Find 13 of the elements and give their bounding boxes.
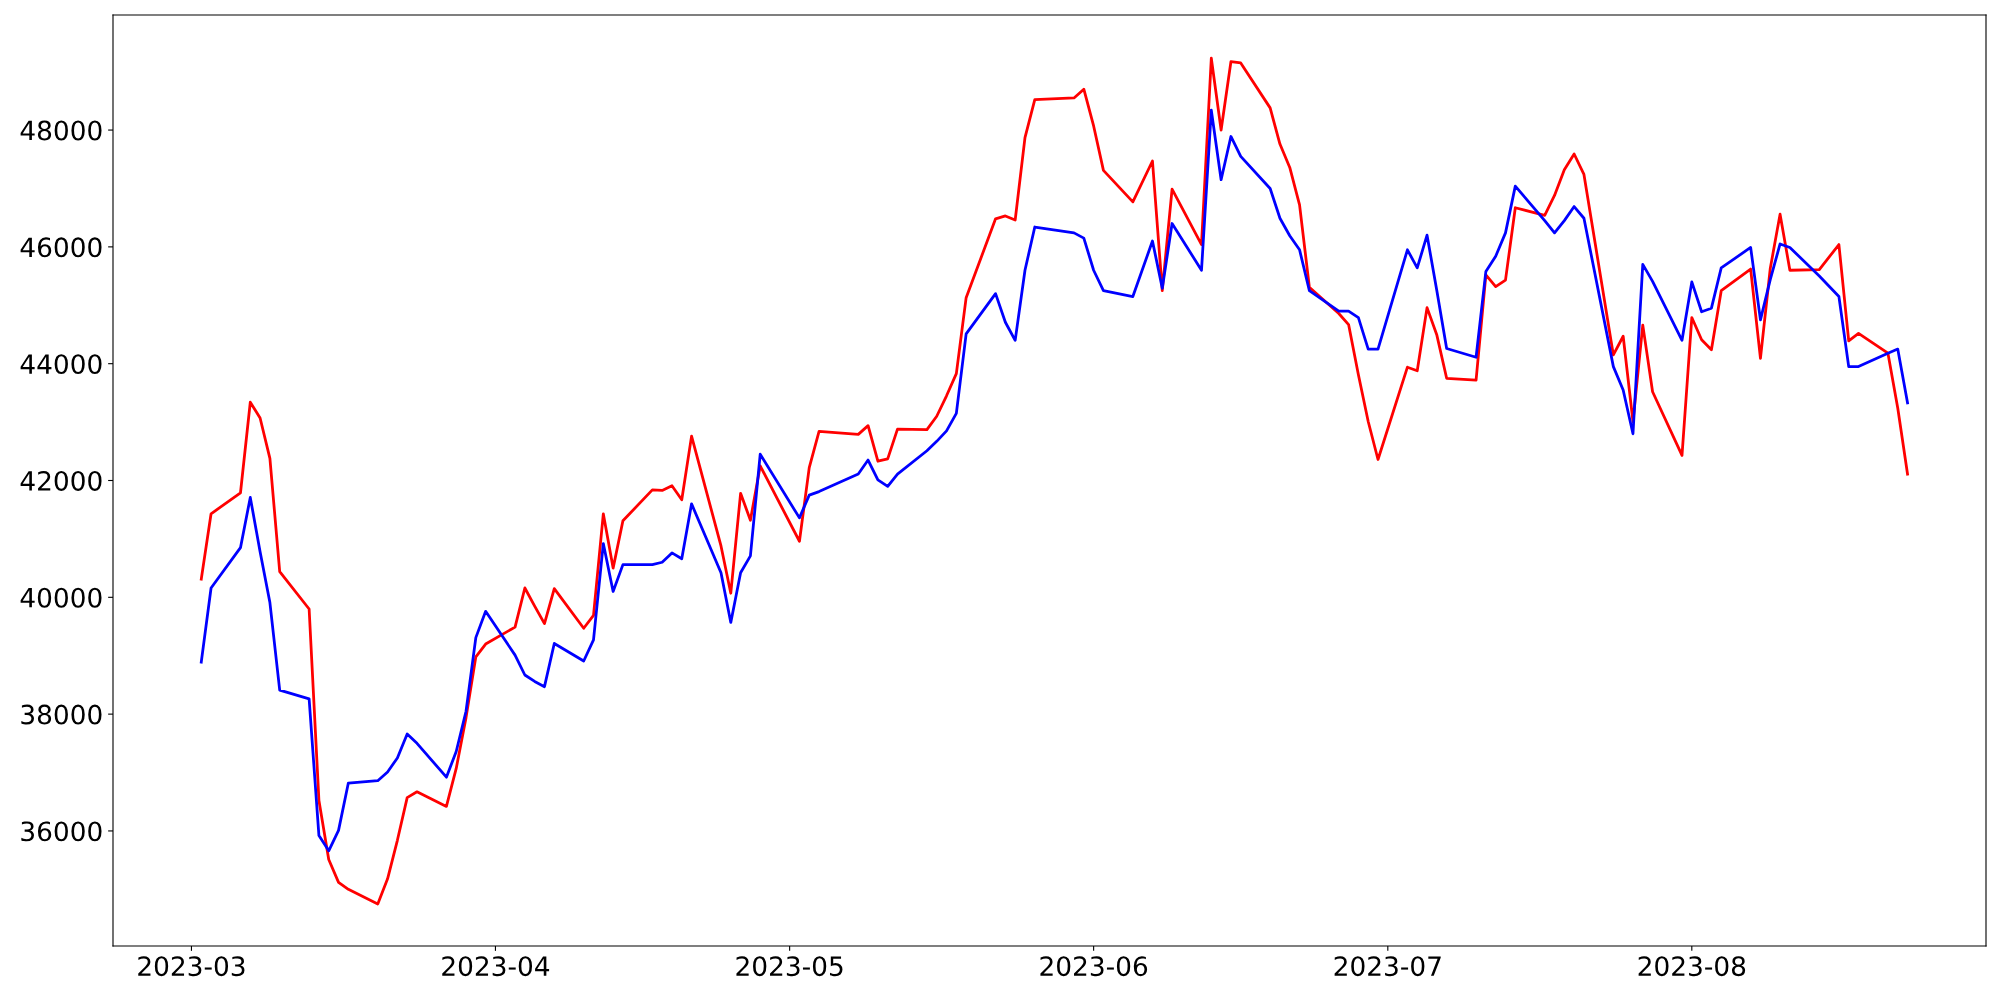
y-tick-label: 44000 [20,354,102,375]
x-tick-label: 2023-05 [736,956,843,977]
x-tick-label: 2023-08 [1638,956,1746,977]
x-tick-label: 2023-06 [1040,956,1148,977]
x-tick-label: 2023-07 [1334,956,1441,977]
y-tick-label: 48000 [20,120,102,141]
y-tick-label: 36000 [21,821,102,842]
y-tick-label: 46000 [20,237,102,258]
y-tick-label: 40000 [20,587,102,608]
y-tick-label: 38000 [21,704,102,725]
y-tick-label: 42000 [20,470,102,491]
x-tick-label: 2023-03 [138,956,245,977]
x-tick-label: 2023-04 [442,956,550,977]
